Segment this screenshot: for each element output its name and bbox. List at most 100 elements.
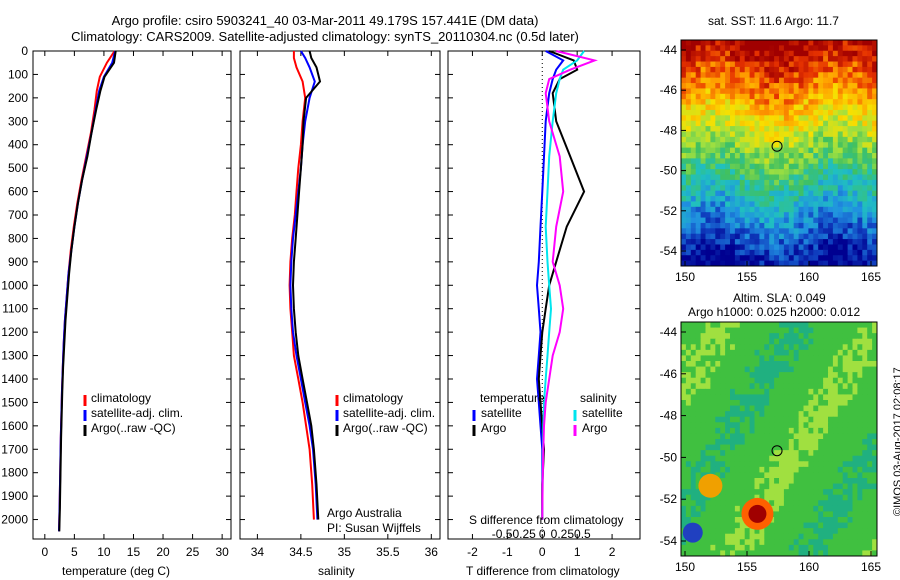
p2-legend-argo: Argo(..raw -QC) [343, 421, 428, 435]
temperature-tick-label: 10 [97, 545, 111, 559]
p1-legend-satellite: satellite-adj. clim. [91, 406, 184, 420]
p1-legend-climatology: climatology [91, 391, 152, 405]
map1-ytick-label: -50 [660, 164, 678, 178]
credit-line2: PI: Susan Wijffels [327, 521, 421, 535]
map2-ytick-label: -54 [660, 534, 678, 548]
sdiff-tick-label: 0.25 [551, 527, 575, 541]
tdiff-tick-label: 0 [539, 545, 546, 559]
map2-title2: Argo h1000: 0.025 h2000: 0.012 [688, 305, 861, 319]
map1-float-marker [771, 140, 783, 152]
map2-title1: Altim. SLA: 0.049 [733, 291, 826, 305]
map2-ytick-label: -50 [660, 450, 678, 464]
depth-tick-label: 500 [8, 161, 28, 175]
salinity-tick-label: 35.5 [376, 545, 400, 559]
tdiff-tick-label: -1 [502, 545, 513, 559]
map1-ytick-label: -48 [660, 123, 678, 137]
map2-xtick-label: 160 [799, 560, 819, 574]
map2-xtick-label: 155 [737, 560, 757, 574]
imos-stamp: ©IMOS 03-Aug-2017 02:08:17 [892, 367, 900, 516]
depth-tick-label: 1900 [1, 489, 28, 503]
map1-title: sat. SST: 11.6 Argo: 11.7 [708, 14, 839, 28]
plot-frame-2 [239, 50, 441, 540]
map2-xtick-label: 165 [861, 560, 881, 574]
p3-legend-sal-argo: Argo [582, 421, 608, 435]
depth-tick-label: 1300 [1, 349, 28, 363]
depth-tick-label: 1700 [1, 442, 28, 456]
map1-ytick-label: -44 [660, 43, 678, 57]
map2-image [681, 322, 878, 557]
depth-tick-label: 1600 [1, 419, 28, 433]
temperature-tick-label: 5 [71, 545, 78, 559]
salinity-xlabel: salinity [318, 564, 355, 578]
sdiff-tick-label: -0.5 [492, 527, 513, 541]
series-line-temperature-satellite [535, 50, 565, 520]
depth-tick-label: 100 [8, 67, 28, 81]
sdiff-tick-label: -0.25 [509, 527, 537, 541]
map1-xtick-label: 160 [799, 270, 819, 284]
map1-frame [680, 39, 878, 267]
map2-frame [680, 321, 878, 557]
p3-legend-temp-satellite: satellite [481, 406, 522, 420]
plot-frame-1 [32, 50, 232, 540]
p2-legend-climatology: climatology [343, 391, 404, 405]
map1-ytick-label: -52 [660, 204, 678, 218]
depth-tick-label: 1800 [1, 466, 28, 480]
sla-eddy-warm [698, 473, 723, 498]
depth-tick-label: 1000 [1, 278, 28, 292]
map1-ytick-label: -54 [660, 244, 678, 258]
salinity-tick-label: 35 [338, 545, 352, 559]
depth-tick-label: 300 [8, 114, 28, 128]
series-line-argo-raw-qc- [58, 50, 117, 532]
depth-tick-label: 1200 [1, 325, 28, 339]
map2-float-marker [771, 445, 783, 457]
p3-legend-temp-argo: Argo [481, 421, 507, 435]
temperature-xlabel: temperature (deg C) [62, 564, 171, 578]
sdiff-label: S difference from climatology [469, 513, 624, 527]
map1-xtick-label: 150 [675, 270, 695, 284]
map1-xtick-label: 165 [861, 270, 881, 284]
series-line-argo-raw-qc- [291, 50, 322, 520]
map2-ytick-label: -46 [660, 367, 678, 381]
map2-ytick-label: -48 [660, 409, 678, 423]
p3-legend-sal-satellite: satellite [582, 406, 623, 420]
tdiff-tick-label: 1 [574, 545, 581, 559]
chart-title-line1: Argo profile: csiro 5903241_40 03-Mar-20… [111, 13, 539, 28]
tdiff-tick-label: -2 [467, 545, 478, 559]
temperature-tick-label: 30 [215, 545, 229, 559]
temperature-tick-label: 15 [127, 545, 141, 559]
map2-xtick-label: 150 [675, 560, 695, 574]
sdiff-tick-label: 0.5 [574, 527, 591, 541]
depth-tick-label: 600 [8, 185, 28, 199]
p3-legend-sal-title: salinity [580, 391, 617, 405]
depth-tick-label: 1500 [1, 395, 28, 409]
salinity-tick-label: 34 [251, 545, 265, 559]
map1-ytick-label: -46 [660, 83, 678, 97]
credit-line1: Argo Australia [327, 506, 402, 520]
temperature-tick-label: 0 [41, 545, 48, 559]
temperature-tick-label: 25 [186, 545, 200, 559]
map2-ytick-label: -44 [660, 325, 678, 339]
depth-tick-label: 900 [8, 255, 28, 269]
depth-tick-label: 0 [21, 44, 28, 58]
depth-tick-label: 700 [8, 208, 28, 222]
sla-eddy-core [748, 504, 767, 523]
sdiff-tick-label: 0 [539, 527, 546, 541]
series-line-salinity-argo [541, 50, 598, 520]
depth-tick-label: 800 [8, 231, 28, 245]
depth-tick-label: 200 [8, 91, 28, 105]
map1-xtick-label: 155 [737, 270, 757, 284]
sla-eddy-low [682, 522, 703, 543]
depth-tick-label: 1400 [1, 372, 28, 386]
tdiff-tick-label: 2 [609, 545, 616, 559]
chart-title-line2: Climatology: CARS2009. Satellite-adjuste… [71, 29, 579, 44]
depth-tick-label: 1100 [2, 302, 28, 316]
p1-legend-argo: Argo(..raw -QC) [91, 421, 176, 435]
map1-image [681, 40, 878, 267]
depth-tick-label: 2000 [1, 513, 28, 527]
tdiff-xlabel: T difference from climatology [466, 564, 620, 578]
p3-legend-temp-title: temperature [480, 391, 545, 405]
map2-ytick-label: -52 [660, 492, 678, 506]
p2-legend-satellite: satellite-adj. clim. [343, 406, 436, 420]
temperature-tick-label: 20 [156, 545, 170, 559]
